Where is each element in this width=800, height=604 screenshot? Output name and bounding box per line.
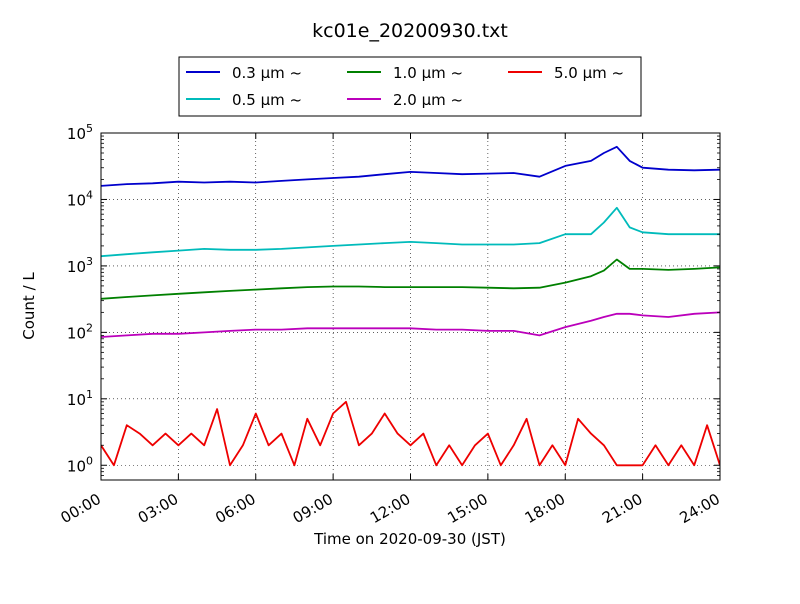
data-series-group [101,145,720,467]
y-tick-label: 102 [67,321,93,342]
tick-marks [100,132,721,481]
x-axis-label: Time on 2020-09-30 (JST) [313,530,506,548]
series-line-1 [101,145,720,187]
y-tick-label: 101 [67,388,93,409]
legend-box [178,56,642,117]
y-tick-labels: 100 101 102 103 104 105 [67,122,93,475]
y-axis-label: Count / L [20,272,38,340]
legend-label-2: 0.5 μm ~ [232,91,302,109]
y-tick-label: 100 [67,454,93,475]
legend: 0.3 μm ~ 0.5 μm ~ 1.0 μm ~ 2.0 μm ~ 5.0 μm ~ [178,56,642,117]
legend-label-5: 5.0 μm ~ [554,64,624,82]
series-line-4 [101,311,720,338]
y-tick-label: 103 [67,255,93,276]
series-line-2 [101,206,720,258]
y-tick-label: 105 [67,122,93,143]
series-line-3 [101,258,720,300]
chart-title: kc01e_20200930.txt [312,20,508,42]
legend-label-3: 1.0 μm ~ [393,64,463,82]
y-tick-label: 104 [67,188,93,209]
legend-label-4: 2.0 μm ~ [393,91,463,109]
series-line-5 [101,400,720,467]
legend-label-1: 0.3 μm ~ [232,64,302,82]
